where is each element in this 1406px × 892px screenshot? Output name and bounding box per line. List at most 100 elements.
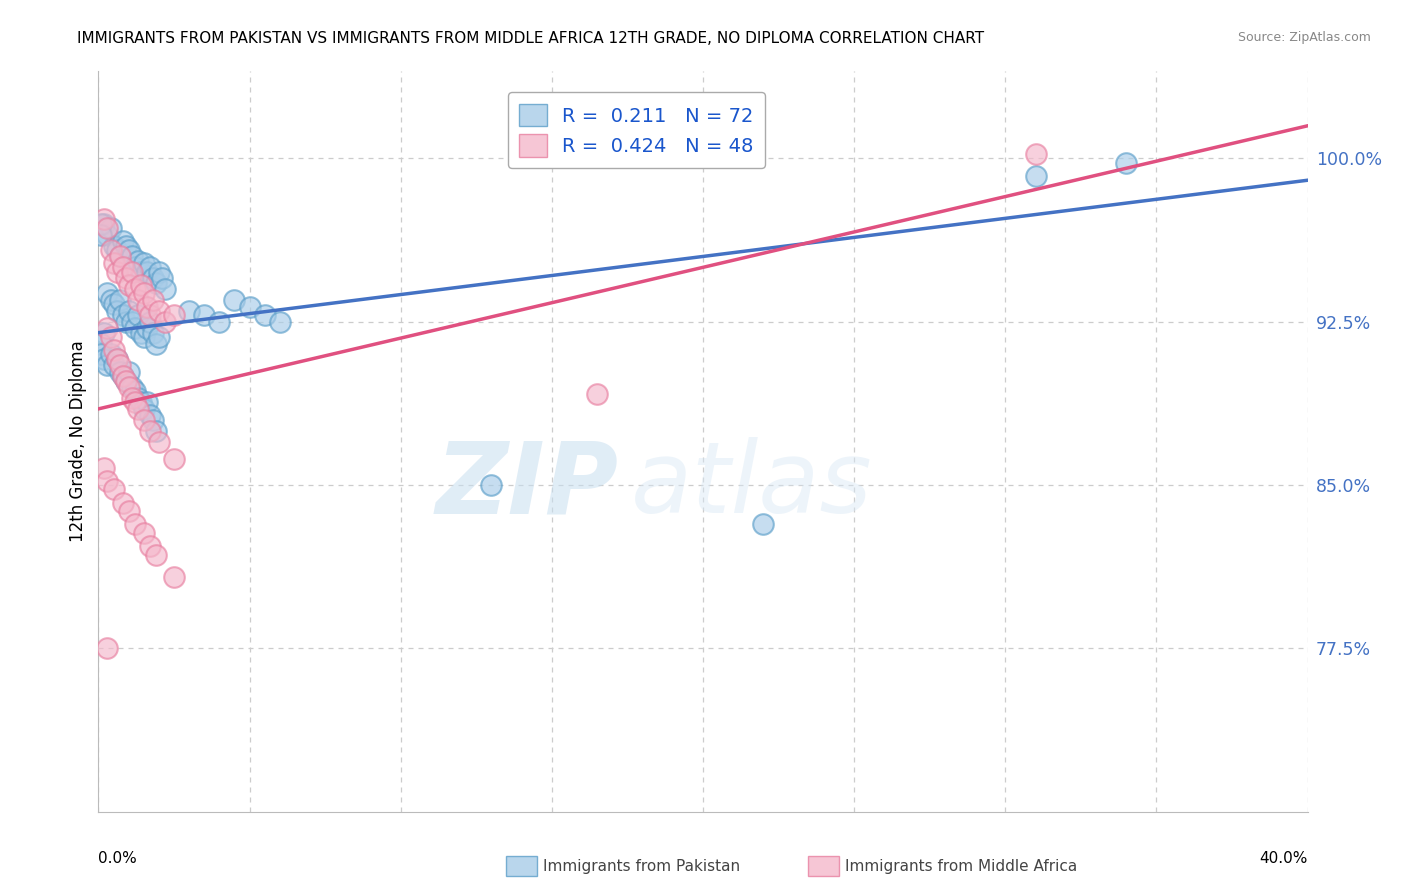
Point	[153, 315, 176, 329]
Point	[135, 265, 157, 279]
Point	[124, 282, 146, 296]
Point	[100, 347, 122, 361]
Point	[111, 260, 134, 275]
Point	[127, 308, 149, 322]
Point	[586, 386, 609, 401]
Point	[93, 460, 115, 475]
Point	[96, 474, 118, 488]
Point	[129, 395, 152, 409]
Point	[111, 308, 134, 322]
Point	[121, 380, 143, 394]
Point	[142, 413, 165, 427]
Point	[100, 293, 122, 307]
Point	[100, 330, 122, 344]
Point	[111, 369, 134, 384]
Point	[148, 434, 170, 449]
Point	[96, 286, 118, 301]
Point	[208, 315, 231, 329]
Point	[96, 641, 118, 656]
Point	[103, 343, 125, 357]
Point	[163, 569, 186, 583]
Point	[121, 250, 143, 264]
Point	[148, 304, 170, 318]
Point	[132, 401, 155, 416]
Point	[148, 330, 170, 344]
Point	[752, 517, 775, 532]
Point	[239, 300, 262, 314]
Point	[108, 293, 131, 307]
Point	[96, 359, 118, 373]
Point	[1024, 169, 1046, 183]
Point	[121, 315, 143, 329]
Point	[114, 374, 136, 388]
Point	[114, 315, 136, 329]
Point	[103, 297, 125, 311]
Point	[148, 265, 170, 279]
Point	[132, 286, 155, 301]
Point	[105, 351, 128, 366]
Point	[111, 369, 134, 384]
Point	[145, 424, 167, 438]
Point	[90, 217, 112, 231]
Point	[96, 321, 118, 335]
Point	[139, 315, 162, 329]
Point	[129, 265, 152, 279]
Point	[124, 395, 146, 409]
Point	[179, 304, 201, 318]
Y-axis label: 12th Grade, No Diploma: 12th Grade, No Diploma	[69, 341, 87, 542]
Point	[121, 265, 143, 279]
Point	[132, 330, 155, 344]
Point	[163, 452, 186, 467]
Text: Immigrants from Pakistan: Immigrants from Pakistan	[543, 859, 740, 873]
Text: Source: ZipAtlas.com: Source: ZipAtlas.com	[1237, 31, 1371, 45]
Point	[111, 234, 134, 248]
Point	[135, 300, 157, 314]
Point	[114, 271, 136, 285]
Point	[103, 359, 125, 373]
Point	[100, 243, 122, 257]
Point	[163, 308, 186, 322]
Point	[118, 504, 141, 518]
Point	[114, 238, 136, 252]
Point	[129, 326, 152, 340]
Point	[150, 271, 173, 285]
Point	[100, 221, 122, 235]
Point	[127, 293, 149, 307]
Text: Immigrants from Middle Africa: Immigrants from Middle Africa	[845, 859, 1077, 873]
Point	[142, 271, 165, 285]
Point	[103, 483, 125, 497]
Point	[253, 308, 276, 322]
Point	[124, 517, 146, 532]
Point	[108, 250, 131, 264]
Point	[145, 276, 167, 290]
Point	[118, 243, 141, 257]
Point	[145, 548, 167, 562]
Point	[139, 539, 162, 553]
Point	[145, 336, 167, 351]
Point	[118, 380, 141, 394]
Point	[132, 256, 155, 270]
Point	[93, 351, 115, 366]
Text: IMMIGRANTS FROM PAKISTAN VS IMMIGRANTS FROM MIDDLE AFRICA 12TH GRADE, NO DIPLOMA: IMMIGRANTS FROM PAKISTAN VS IMMIGRANTS F…	[77, 31, 984, 46]
Point	[139, 409, 162, 423]
Point	[224, 293, 246, 307]
Point	[193, 308, 215, 322]
Point	[108, 250, 131, 264]
Point	[127, 401, 149, 416]
Point	[127, 253, 149, 268]
Point	[90, 336, 112, 351]
Point	[90, 227, 112, 242]
Point	[139, 308, 162, 322]
Point	[135, 321, 157, 335]
Point	[118, 304, 141, 318]
Point	[108, 365, 131, 379]
Point	[118, 365, 141, 379]
Point	[269, 315, 291, 329]
Point	[114, 374, 136, 388]
Point	[121, 391, 143, 405]
Point	[124, 321, 146, 335]
Point	[132, 526, 155, 541]
Point	[481, 478, 503, 492]
Text: 40.0%: 40.0%	[1260, 851, 1308, 865]
Point	[105, 243, 128, 257]
